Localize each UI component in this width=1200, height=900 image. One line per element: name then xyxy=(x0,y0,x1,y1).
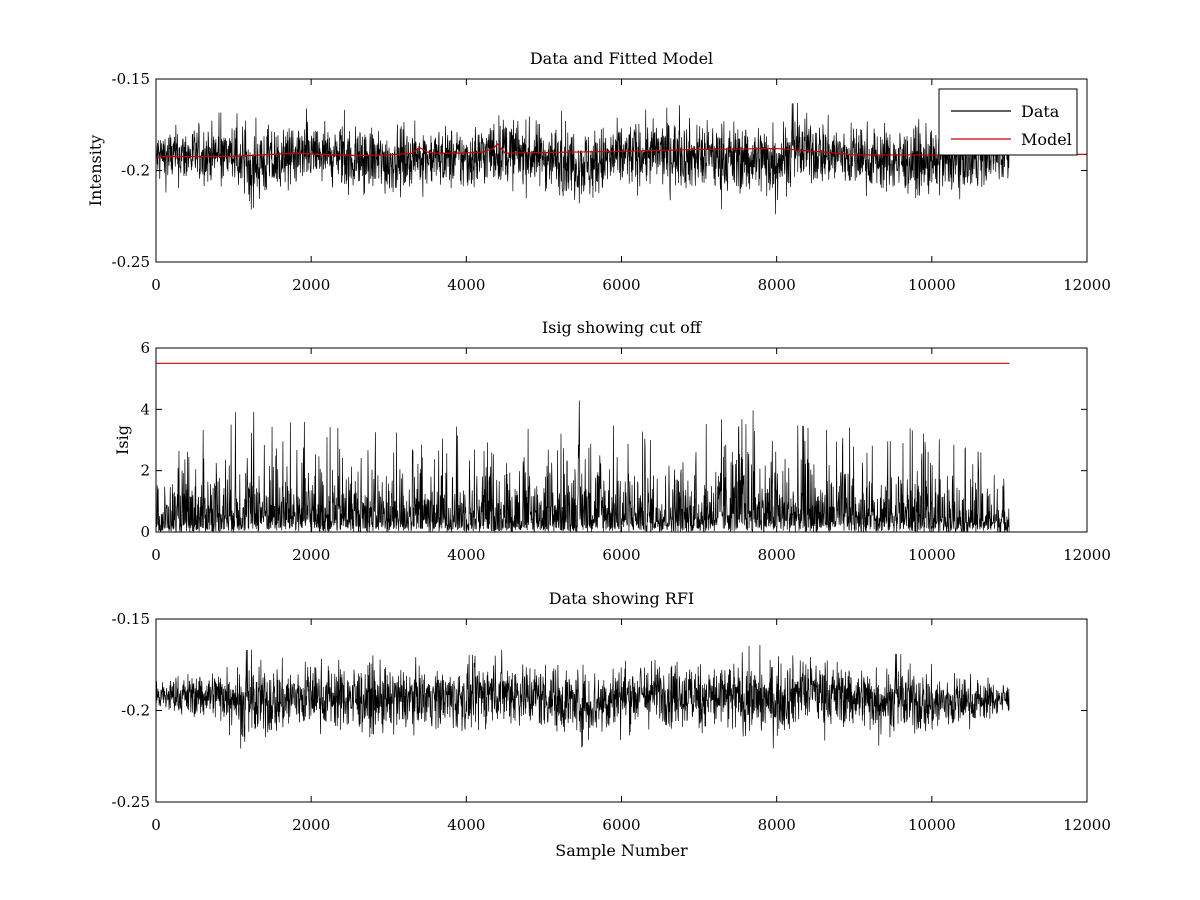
y-axis-label: Intensity xyxy=(86,135,105,207)
x-tick-label: 4000 xyxy=(447,276,485,294)
y-tick-label: -0.2 xyxy=(121,162,150,180)
plot-area xyxy=(156,102,1087,215)
y-tick-label: -0.2 xyxy=(121,702,150,720)
plot-area xyxy=(156,362,1010,532)
series-line-1 xyxy=(156,102,1010,215)
x-tick-label: 12000 xyxy=(1063,546,1111,564)
x-tick-label: 12000 xyxy=(1063,276,1111,294)
legend-entry: Data xyxy=(1021,102,1060,121)
x-tick-label: 6000 xyxy=(602,546,640,564)
x-tick-label: 6000 xyxy=(602,276,640,294)
subplot-2: 0 2000 4000 6000 8000 10000 12000 0 2 4 6 Isig show… xyxy=(113,318,1111,564)
y-tick-label: 4 xyxy=(140,400,150,418)
y-axis-label: Isig xyxy=(113,425,132,455)
x-tick-label: 10000 xyxy=(908,276,956,294)
plot-area xyxy=(156,645,1010,749)
y-tick-label: -0.25 xyxy=(112,793,150,811)
x-tick-label: 0 xyxy=(151,816,161,834)
x-tick-label: 6000 xyxy=(602,816,640,834)
y-tick-label: -0.15 xyxy=(112,610,150,628)
x-tick-label: 10000 xyxy=(908,816,956,834)
chart-title: Data and Fitted Model xyxy=(530,49,713,68)
x-tick-label: 8000 xyxy=(758,276,796,294)
y-tick-label: -0.25 xyxy=(112,253,150,271)
x-tick-label: 2000 xyxy=(292,816,330,834)
chart-title: Isig showing cut off xyxy=(542,318,703,337)
x-tick-label: 10000 xyxy=(908,546,956,564)
series-line-2 xyxy=(156,143,1087,158)
x-tick-label: 12000 xyxy=(1063,816,1111,834)
x-tick-label: 8000 xyxy=(758,546,796,564)
x-tick-label: 2000 xyxy=(292,546,330,564)
x-tick-label: 0 xyxy=(151,276,161,294)
x-tick-label: 4000 xyxy=(447,816,485,834)
chart-title: Data showing RFI xyxy=(549,589,694,608)
x-tick-label: 8000 xyxy=(758,816,796,834)
series-line-1 xyxy=(156,645,1010,749)
x-tick-label: 2000 xyxy=(292,276,330,294)
x-tick-label: 0 xyxy=(151,546,161,564)
y-tick-label: -0.15 xyxy=(112,70,150,88)
y-tick-label: 6 xyxy=(140,339,150,357)
legend: Data Model xyxy=(938,88,1078,156)
legend-box xyxy=(938,88,1078,156)
subplot-3: 0 2000 4000 6000 8000 10000 12000 -0.15 -0.2 -0.2… xyxy=(112,589,1111,860)
subplot-1: 0 2000 4000 6000 8000 10000 12000 -0.15 -0.2 -0.2… xyxy=(86,49,1111,294)
x-tick-label: 4000 xyxy=(447,546,485,564)
y-tick-label: 2 xyxy=(140,462,150,480)
series-line-1 xyxy=(156,400,1010,532)
x-axis-label: Sample Number xyxy=(555,841,688,860)
axes-box xyxy=(155,618,1088,803)
legend-entry: Model xyxy=(1021,130,1072,149)
y-tick-label: 0 xyxy=(140,523,150,541)
